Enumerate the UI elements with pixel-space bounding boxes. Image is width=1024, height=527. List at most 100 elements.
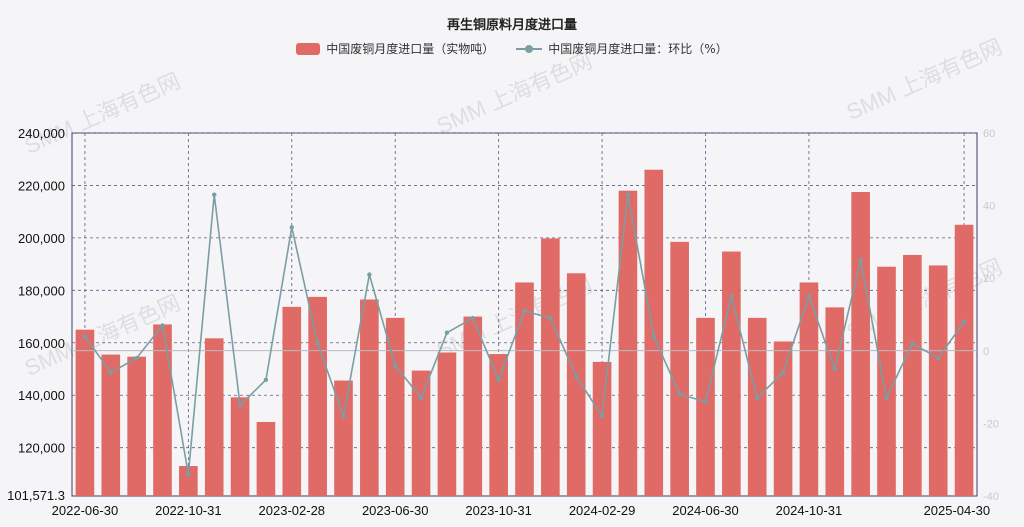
- bar: [799, 282, 819, 496]
- x-tick-label: 2023-06-30: [362, 503, 429, 518]
- line-point: [910, 341, 915, 346]
- bar: [256, 421, 276, 496]
- line-point: [858, 257, 863, 263]
- bar: [179, 466, 198, 496]
- bar: [334, 380, 353, 496]
- y-tick-label-left: 140,000: [18, 388, 65, 403]
- line-point: [677, 392, 682, 397]
- x-tick-label: 2023-10-31: [465, 503, 532, 518]
- bar: [515, 282, 534, 496]
- line-point: [625, 192, 631, 197]
- bar: [722, 251, 741, 496]
- bar: [670, 241, 689, 496]
- x-tick-label: 2022-06-30: [52, 503, 119, 518]
- bar: [825, 307, 845, 496]
- bar: [903, 254, 922, 496]
- y-tick-label-left: 220,000: [18, 178, 65, 193]
- line-point: [108, 370, 113, 375]
- line-point: [160, 323, 165, 328]
- x-tick-label: 2024-02-29: [569, 503, 636, 518]
- bar: [877, 266, 896, 496]
- chart-legend: 中国废铜月度进口量（实物吨） 中国废铜月度进口量：环比（%）: [0, 40, 1024, 57]
- bar: [954, 224, 974, 497]
- bar: [127, 356, 146, 496]
- line-point: [134, 355, 139, 361]
- y-tick-label-right: 0: [983, 346, 989, 358]
- line-point: [237, 403, 243, 408]
- y-tick-label-left: 120,000: [18, 441, 65, 456]
- line-point: [315, 341, 320, 346]
- bar: [360, 299, 379, 496]
- bar: [437, 352, 457, 496]
- line-point: [936, 355, 941, 361]
- bar: [592, 361, 612, 496]
- y-tick-label-right: 40: [983, 201, 995, 213]
- line-point: [806, 294, 812, 299]
- line-point: [418, 395, 424, 401]
- y-tick-label-left: 200,000: [18, 231, 65, 246]
- bar: [282, 306, 302, 496]
- y-tick-label-right: -40: [983, 491, 999, 503]
- y-tick-label-right: 60: [983, 128, 995, 140]
- bar: [747, 317, 767, 496]
- y-tick-label-right: 20: [983, 273, 995, 285]
- line-point: [393, 363, 398, 368]
- line-point: [341, 413, 346, 419]
- line-point: [496, 377, 501, 383]
- y-tick-label-left: 240,000: [18, 126, 65, 141]
- x-tick-label: 2025-04-30: [924, 503, 991, 518]
- x-tick-label: 2023-02-28: [259, 503, 326, 518]
- bar: [101, 354, 121, 496]
- bar: [204, 338, 224, 496]
- x-tick-label: 2022-10-31: [155, 503, 222, 518]
- line-point: [703, 399, 708, 404]
- legend-label-bar: 中国废铜月度进口量（实物吨）: [326, 42, 495, 56]
- line-point: [574, 374, 579, 379]
- line-point: [367, 272, 372, 277]
- line-point: [470, 315, 475, 321]
- legend-label-line: 中国废铜月度进口量：环比（%）: [548, 42, 728, 56]
- line-point: [522, 308, 527, 314]
- line-point: [82, 334, 88, 339]
- line-point: [651, 334, 656, 339]
- bar: [75, 329, 95, 496]
- bar: [463, 316, 483, 496]
- line-point: [780, 370, 786, 375]
- line-point: [263, 377, 269, 383]
- line-point: [212, 192, 217, 197]
- line-point: [832, 366, 837, 372]
- line-point: [755, 395, 760, 401]
- y-tick-label-left: 180,000: [18, 283, 65, 298]
- chart-title: 再生铜原料月度进口量: [446, 18, 577, 33]
- bar: [308, 296, 327, 496]
- bar: [566, 273, 586, 496]
- line-point: [961, 319, 967, 324]
- bar: [411, 370, 431, 496]
- line-point: [186, 472, 191, 477]
- line-point: [289, 225, 294, 230]
- line-point: [599, 413, 605, 419]
- x-tick-label: 2024-06-30: [672, 503, 739, 518]
- legend-swatch-line: [516, 43, 543, 55]
- bar: [773, 341, 793, 496]
- legend-item-line[interactable]: 中国废铜月度进口量：环比（%）: [516, 40, 728, 57]
- y-tick-label-left-min: 101,571.3: [7, 488, 65, 503]
- line-point: [548, 315, 553, 321]
- bar: [230, 397, 250, 496]
- line-point: [444, 330, 450, 335]
- legend-item-bar[interactable]: 中国废铜月度进口量（实物吨）: [296, 40, 494, 57]
- legend-swatch-bar: [296, 42, 321, 55]
- bar: [618, 190, 638, 496]
- bar: [153, 324, 172, 496]
- bar: [541, 238, 560, 496]
- x-tick-label: 2024-10-31: [776, 503, 843, 518]
- bar: [928, 265, 948, 496]
- y-tick-label-right: -20: [983, 418, 999, 430]
- bar: [385, 317, 405, 496]
- line-point: [729, 294, 734, 299]
- y-tick-label-left: 160,000: [18, 336, 65, 351]
- bar: [696, 317, 715, 496]
- bar: [489, 354, 508, 496]
- bar: [851, 192, 870, 496]
